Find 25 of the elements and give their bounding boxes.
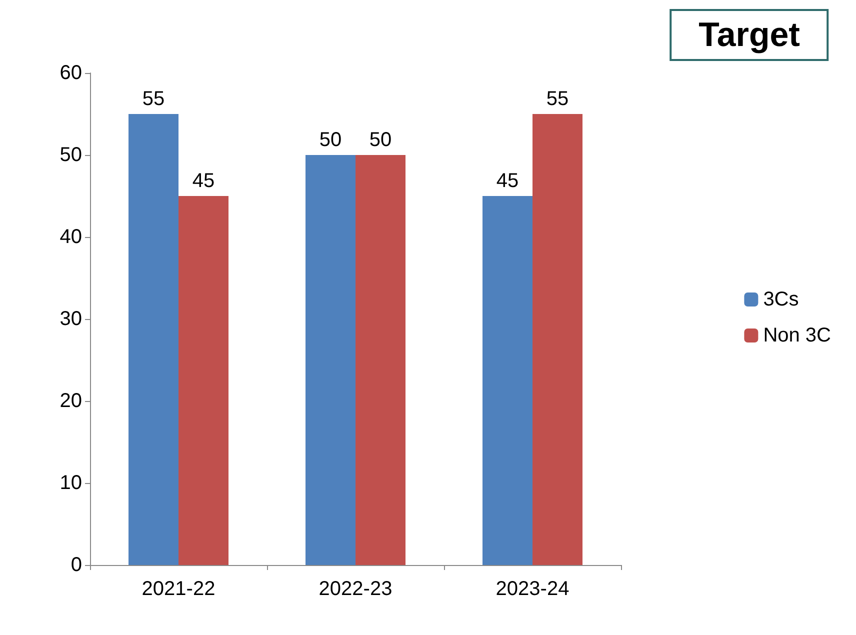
x-tick-label: 2022-23	[318, 578, 392, 600]
data-label: 50	[369, 129, 392, 151]
legend-label: 3Cs	[763, 288, 799, 310]
data-label: 55	[142, 88, 165, 110]
bar	[482, 196, 532, 565]
data-label: 45	[192, 170, 215, 192]
y-tick-label: 20	[60, 390, 82, 412]
bar	[178, 196, 228, 565]
data-label: 50	[319, 129, 342, 151]
y-tick-label: 10	[60, 472, 82, 494]
x-tick-label: 2023-24	[496, 578, 570, 600]
bar	[356, 155, 406, 565]
y-tick-label: 60	[60, 62, 82, 84]
x-tick-label: 2021-22	[142, 578, 216, 600]
text: Target	[698, 16, 800, 54]
data-label: 55	[546, 88, 569, 110]
y-tick-label: 50	[60, 144, 82, 166]
legend-label: Non 3C	[763, 324, 831, 346]
bar	[306, 155, 356, 565]
y-tick-label: 0	[70, 554, 82, 576]
data-label: 45	[496, 170, 519, 192]
bar	[128, 114, 178, 565]
y-tick-label: 40	[60, 226, 82, 248]
y-tick-label: 30	[60, 308, 82, 330]
bar	[532, 114, 582, 565]
